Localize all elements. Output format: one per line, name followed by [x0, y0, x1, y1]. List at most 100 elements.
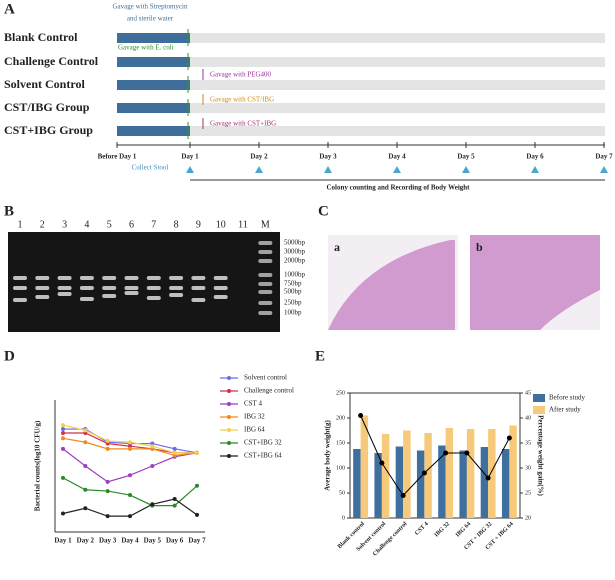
bar	[374, 453, 382, 518]
ladder-label: 2000bp	[284, 257, 306, 265]
ladder-label: 750bp	[284, 280, 302, 288]
gel-band	[146, 276, 161, 280]
pre-bar	[117, 33, 190, 43]
gel-band	[169, 286, 184, 290]
pre-bar	[117, 126, 190, 136]
tissue	[470, 235, 600, 330]
group-label: Blank Control	[4, 30, 78, 44]
point	[195, 512, 199, 517]
lane-label: 3	[62, 219, 67, 230]
point	[105, 446, 110, 451]
panel-label: A	[4, 1, 15, 17]
gel-band	[191, 286, 206, 290]
gel-band	[13, 298, 27, 302]
gel-band	[258, 250, 273, 254]
legend-label: Before study	[549, 394, 585, 402]
gel-band	[146, 296, 161, 300]
lane-label: 11	[238, 219, 248, 230]
gel	[8, 232, 280, 332]
group-label: Solvent Control	[4, 77, 85, 91]
x-tick-label: Day 4	[121, 537, 139, 545]
ladder-label: 5000bp	[284, 239, 306, 247]
timeline-bar	[117, 103, 605, 113]
bar	[395, 446, 404, 518]
gel-band	[124, 276, 139, 280]
point	[83, 506, 88, 511]
bar	[509, 425, 517, 518]
point	[128, 473, 132, 478]
gel-band	[57, 292, 72, 296]
legend-marker	[227, 402, 231, 406]
gel-band	[191, 276, 206, 280]
gavage-note: Gavage with E. coli	[118, 44, 174, 52]
legend-label: After study	[549, 406, 581, 414]
stool-marker	[531, 166, 539, 173]
point	[61, 431, 65, 435]
bar	[424, 433, 432, 518]
weight-gain-point	[421, 470, 427, 476]
lane-label: 1	[18, 219, 23, 230]
point	[61, 423, 65, 428]
gel-band	[35, 295, 50, 299]
x-tick-label: CST 4	[414, 521, 430, 537]
lane-label: M	[261, 219, 270, 230]
lane-label: 2	[40, 219, 45, 230]
day-label: Day 6	[526, 153, 544, 161]
bar	[466, 429, 475, 518]
gel-band	[57, 276, 72, 280]
gavage-note: Gavage with CST+IBG	[210, 120, 276, 128]
gel-band	[35, 286, 50, 290]
series-line	[62, 498, 198, 517]
weight-gain-point	[379, 460, 385, 466]
x-tick-label: Day 2	[77, 537, 95, 545]
point	[61, 446, 65, 451]
point	[61, 436, 65, 441]
panel-label: D	[4, 348, 15, 364]
gel-band	[213, 286, 228, 290]
gel-band	[191, 298, 206, 302]
bar	[416, 450, 425, 518]
day-label: Day 2	[250, 153, 268, 161]
point	[150, 502, 155, 507]
pre-bar	[117, 103, 190, 113]
stool-marker	[186, 166, 194, 173]
day-label: Day 7	[595, 153, 613, 161]
legend-label: CST+IBG 64	[244, 452, 282, 460]
legend-label: Challenge control	[244, 387, 294, 395]
point	[150, 444, 155, 449]
day-label: Day 5	[457, 153, 475, 161]
gel-band	[79, 276, 94, 280]
gel-band	[258, 241, 273, 245]
day-label: Day 4	[388, 153, 406, 161]
bar	[360, 415, 369, 518]
note: and sterile water	[127, 15, 174, 23]
bar	[488, 429, 496, 518]
gel-band	[102, 294, 117, 298]
legend-swatch	[533, 394, 545, 402]
y2-tick-label: 20	[525, 515, 531, 521]
point	[83, 440, 88, 445]
gel-band	[258, 311, 273, 315]
lane-label: 5	[107, 219, 112, 230]
point	[105, 479, 110, 484]
gel-band	[169, 276, 184, 280]
weight-gain-line	[360, 415, 510, 497]
legend-marker	[227, 389, 231, 393]
x-tick-label: Day 6	[166, 537, 184, 545]
y-tick-label: 50	[339, 490, 345, 496]
pre-bar	[117, 57, 190, 67]
weight-gain-point	[485, 475, 491, 481]
x-tick-label: IBG 32	[434, 521, 451, 538]
ladder-label: 1000bp	[284, 271, 306, 279]
day-label: Day 1	[181, 153, 199, 161]
pre-bar	[117, 80, 190, 90]
gel-band	[13, 286, 27, 290]
bar	[501, 449, 510, 518]
y-tick-label: 100	[336, 465, 345, 471]
group-label: CST+IBG Group	[4, 123, 93, 137]
y-tick-label: 150	[336, 440, 345, 446]
point	[128, 446, 132, 451]
legend-label: CST+IBG 32	[244, 439, 282, 447]
point	[105, 514, 110, 519]
